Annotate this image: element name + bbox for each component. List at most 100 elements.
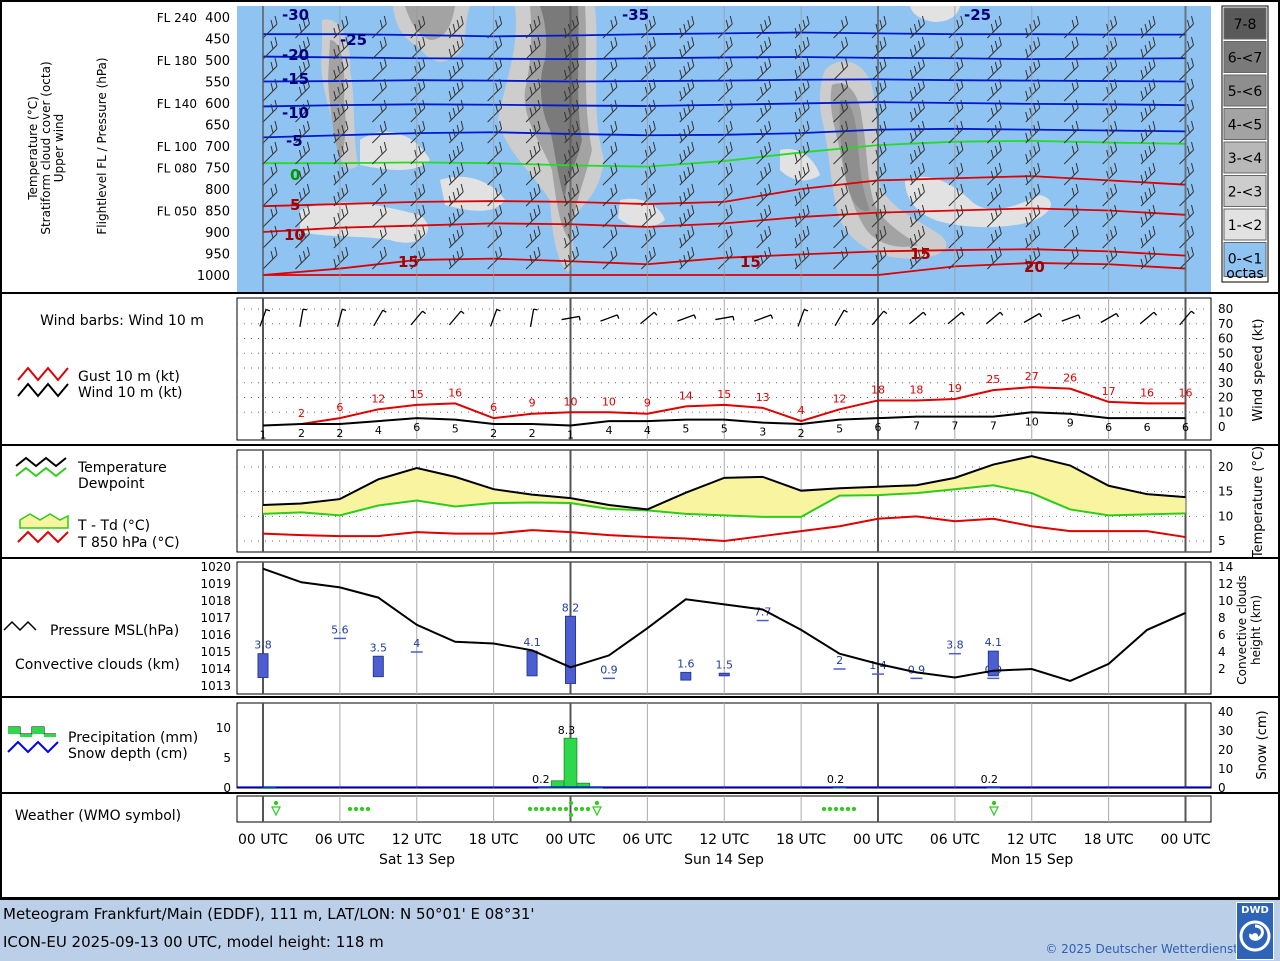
convective-cloud-label: 1.6 — [677, 657, 695, 670]
convective-cloud-label: 3.5 — [370, 641, 388, 654]
wind-barb — [448, 310, 465, 326]
gust-value-label: 9 — [644, 397, 651, 410]
precip-value-label: 0.2 — [532, 773, 550, 786]
wind-tick-label: 10 — [1218, 405, 1233, 419]
wind-barb — [986, 311, 1004, 325]
wmo-shower-triangle — [592, 806, 602, 817]
gust-value-label: 16 — [448, 386, 462, 399]
wmo-rain-dots — [821, 806, 857, 812]
conv-tick-label: 10 — [1218, 594, 1233, 608]
gust-value-label: 26 — [1063, 372, 1077, 385]
wind-value-label: 7 — [990, 420, 997, 433]
isotherm-labels: -30 -25 -35 -25 -20 -15 -10 -5 0 5 10 15… — [282, 6, 1045, 276]
snow-tick-label: 30 — [1218, 724, 1233, 738]
temp-legend-label: Temperature — [77, 460, 167, 476]
t850-legend-label: T 850 hPa (°C) — [77, 535, 180, 551]
convective-cloud-label: 8.2 — [562, 601, 580, 614]
conv-axis-label-2: height (km) — [1249, 595, 1263, 665]
convective-cloud-label: 5.6 — [331, 623, 349, 636]
t850-legend-line — [17, 530, 69, 544]
temp-axis-ticks: 5 10 15 20 — [1218, 460, 1233, 548]
gust-legend-label: Gust 10 m (kt) — [78, 369, 180, 385]
wind-barb — [754, 314, 774, 322]
wind-tick-label: 80 — [1218, 302, 1233, 316]
cloud-legend-swatch — [1223, 175, 1267, 207]
convective-cloud-bar — [372, 655, 384, 678]
snow-tick-label: 0 — [1218, 781, 1226, 795]
wind-panel: Wind barbs: Wind 10 m Gust 10 m (kt) Win… — [17, 297, 1266, 442]
flight-level-ticks: FL 240 FL 180 FL 140 FL 100 FL 080 FL 050 — [157, 11, 197, 219]
precip-axis-ticks: 0 5 10 0 10 20 30 40 — [216, 705, 1234, 795]
wind-value-label: 5 — [452, 423, 459, 436]
wind-value-label: 5 — [682, 423, 689, 436]
cloud-legend-swatch — [1223, 108, 1267, 140]
temp-tick-label: 20 — [1218, 460, 1233, 474]
time-tick-label: 00 UTC — [853, 832, 903, 848]
conv-tick-label: 2 — [1218, 662, 1226, 676]
wind-barb — [909, 311, 927, 325]
cloud-legend-swatch — [1223, 74, 1267, 107]
wind-barbs-title: Wind barbs: Wind 10 m — [40, 313, 204, 329]
wind-barb — [1179, 310, 1195, 326]
gust-value-label: 13 — [756, 391, 770, 404]
wind-barb — [677, 314, 697, 322]
wind-value-label: 2 — [490, 427, 497, 440]
iso-label: -20 — [282, 46, 309, 64]
wind-barb — [1023, 312, 1043, 324]
wind-value-label: 6 — [1182, 421, 1189, 434]
flight-level-label: FL 180 — [157, 54, 197, 68]
pressure-legend-line — [3, 620, 37, 632]
wind-value-label: 6 — [875, 421, 882, 434]
dew-legend-line — [15, 466, 67, 478]
gust-value-label: 9 — [529, 397, 536, 410]
wind-value-label: 1 — [260, 429, 267, 442]
time-tick-label: 06 UTC — [930, 832, 980, 848]
wind-value-label: 4 — [375, 424, 382, 437]
gust-value-label: 16 — [1140, 386, 1154, 399]
t850-line — [262, 515, 1186, 543]
wind-value-label: 6 — [413, 421, 420, 434]
pressure-level-label: 450 — [205, 33, 230, 48]
precip-grid — [236, 702, 1212, 789]
wind-value-label: 3 — [759, 426, 766, 439]
pressure-tick-label: 1016 — [200, 628, 231, 642]
wind-value-label: 5 — [836, 423, 843, 436]
wind-axis-label: Wind speed (kt) — [1251, 319, 1266, 422]
iso-label: 15 — [740, 253, 761, 271]
pressure-legend-label: Pressure MSL(hPa) — [50, 623, 179, 639]
wind-barb — [561, 315, 581, 321]
pressure-level-label: 600 — [205, 97, 230, 112]
temp-tick-label: 5 — [1218, 534, 1226, 548]
gust-value-label: 16 — [1179, 386, 1193, 399]
convective-cloud-label: 4.1 — [985, 636, 1003, 649]
convective-cloud-bar — [680, 671, 692, 681]
time-tick-label: 12 UTC — [1007, 832, 1057, 848]
wind-barb — [1139, 311, 1158, 325]
dew-legend-label: Dewpoint — [78, 476, 145, 492]
gust-value-label: 18 — [909, 383, 923, 396]
wind-barb — [834, 309, 848, 327]
gust-value-label: 12 — [371, 392, 385, 405]
wind-tick-label: 60 — [1218, 332, 1233, 346]
conv-axis-label-1: Convective clouds — [1235, 575, 1249, 685]
flight-level-label: FL 080 — [157, 162, 197, 176]
gust-value-label: 14 — [679, 389, 693, 402]
time-tick-label: 00 UTC — [545, 832, 595, 848]
temperature-panel: Temperature Dewpoint T - Td (°C) T 850 h… — [15, 446, 1266, 559]
cloud-legend-label: 7-8 — [1234, 17, 1257, 33]
iso-label: 20 — [1024, 258, 1045, 276]
wmo-symbols — [271, 800, 999, 818]
temperature-line — [262, 455, 1186, 511]
dwd-logo-swirl-icon — [1239, 920, 1271, 952]
snow-legend-line — [7, 740, 59, 754]
pressure-level-label: 1000 — [197, 269, 230, 284]
iso-label: -15 — [282, 70, 309, 88]
precip-value-label: 0.2 — [981, 773, 999, 786]
iso-label: -30 — [282, 6, 309, 24]
wind-legend-label: Wind 10 m (kt) — [78, 385, 183, 401]
pressure-grid — [236, 561, 1212, 695]
pressure-tick-label: 1017 — [200, 611, 231, 625]
wind-barb — [1061, 314, 1081, 322]
wind-value-label: 2 — [798, 427, 805, 440]
cloud-legend-unit: octas — [1226, 266, 1264, 282]
